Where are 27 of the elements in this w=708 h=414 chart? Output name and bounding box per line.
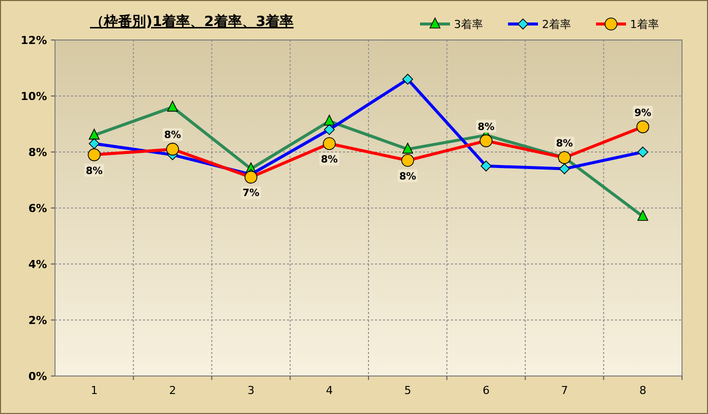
y-tick-label: 2%: [28, 314, 47, 327]
y-tick-label: 12%: [20, 34, 47, 47]
legend-label: 3着率: [454, 18, 483, 31]
data-label: 8%: [320, 154, 338, 166]
x-tick-label: 1: [90, 384, 98, 397]
data-label: 8%: [86, 166, 103, 177]
data-label: 9%: [634, 108, 652, 119]
data-label: 8%: [164, 130, 182, 142]
chart-title: （枠番別)1着率、2着率、3着率: [90, 13, 294, 30]
data-label: 8%: [399, 171, 416, 182]
legend-label: 2着率: [542, 18, 571, 31]
x-tick-label: 5: [404, 384, 412, 397]
data-label: 8%: [478, 122, 495, 133]
y-tick-label: 6%: [28, 202, 47, 215]
x-tick-label: 8: [639, 384, 646, 397]
y-tick-label: 10%: [20, 90, 47, 103]
legend-label: 1着率: [630, 18, 659, 31]
data-label: 8%: [556, 138, 573, 150]
y-tick-label: 0%: [28, 370, 47, 383]
y-tick-label: 8%: [28, 146, 47, 159]
x-tick-label: 3: [247, 384, 254, 397]
x-tick-label: 7: [560, 384, 568, 397]
y-tick-label: 4%: [28, 258, 47, 271]
x-tick-label: 4: [326, 384, 333, 397]
x-tick-label: 6: [482, 384, 490, 397]
data-label: 7%: [242, 188, 260, 200]
x-tick-label: 2: [169, 384, 176, 397]
